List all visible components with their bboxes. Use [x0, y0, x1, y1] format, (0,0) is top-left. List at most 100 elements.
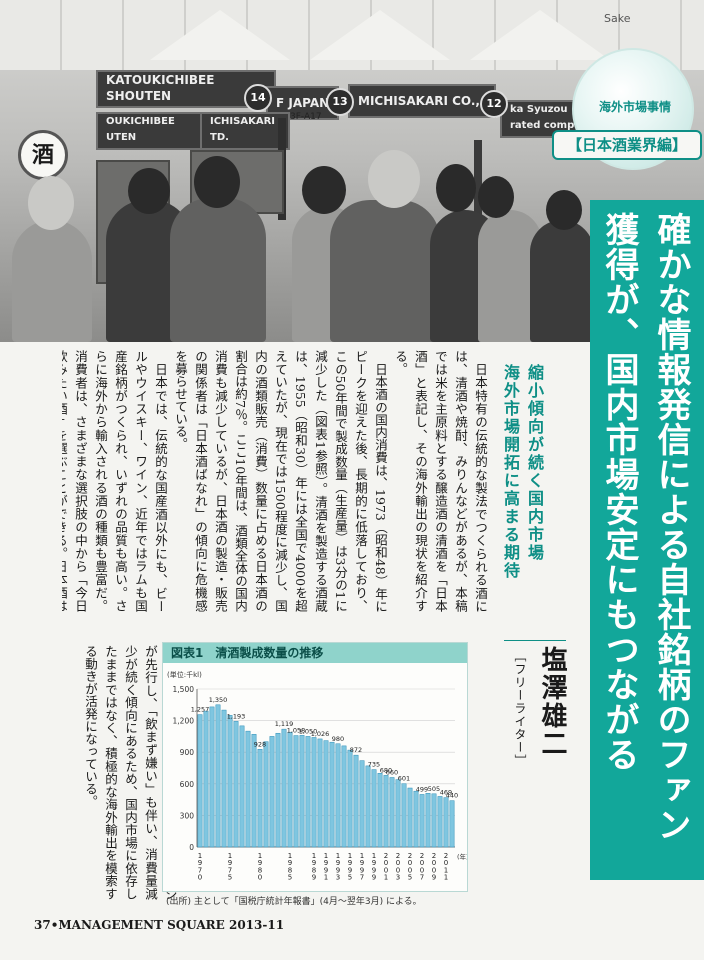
chart-title: 清酒製成数量の推移 — [215, 646, 324, 660]
booth-code: 3F-A17 — [290, 112, 322, 122]
bar — [221, 709, 227, 848]
y-tick-label: 1,500 — [173, 685, 195, 694]
bar — [413, 790, 419, 848]
bar — [449, 800, 455, 848]
bar — [263, 741, 269, 848]
bar — [299, 735, 305, 848]
y-axis-unit-label: (単位:千kl) — [167, 670, 202, 679]
body-paragraph: 日本特有の伝統的な製法でつくられる酒には、清酒や焼酎、みりんなどがあるが、本稿で… — [393, 350, 488, 612]
person-head — [128, 168, 170, 214]
chart-title-bar: 図表1 清酒製成数量の推移 — [163, 643, 467, 663]
x-axis-unit-label: (年) — [457, 852, 467, 861]
body-paragraph: 日本酒の国内消費は、1973（昭和48）年にピークを迎えた後、長期的に低落してお… — [173, 350, 388, 612]
bar — [347, 749, 353, 848]
figure-label: 図表1 — [171, 646, 204, 660]
bar — [443, 797, 449, 848]
data-label: 505 — [428, 785, 440, 793]
bar — [245, 730, 251, 848]
person — [530, 220, 594, 342]
person-head — [302, 166, 346, 214]
bar — [401, 783, 407, 848]
data-label: 980 — [332, 735, 344, 743]
author-role: ［フリーライター］ — [513, 650, 527, 767]
bar — [371, 769, 377, 848]
data-label: 499 — [416, 785, 428, 793]
bar — [323, 740, 329, 848]
data-label: 928 — [254, 740, 266, 748]
bar — [281, 728, 287, 848]
article-body: 日本特有の伝統的な製法でつくられる酒には、清酒や焼酎、みりんなどがあるが、本稿で… — [62, 350, 490, 612]
bar — [407, 787, 413, 848]
y-tick-label: 600 — [180, 780, 195, 789]
booth-number: 12 — [480, 90, 508, 118]
y-tick-label: 300 — [180, 811, 195, 820]
subhead-line-2: 海外市場開拓に高まる期待 — [501, 364, 520, 580]
bar — [317, 738, 323, 848]
bar — [419, 794, 425, 848]
chart-source-note: (出所) 主として「国税庁統計年報書」(4月～翌年3月) による。 — [166, 897, 422, 907]
bar — [365, 765, 371, 848]
bar — [341, 745, 347, 848]
person-head — [478, 176, 514, 218]
booth-sign-secondary: ICHISAKARI TD. — [200, 112, 290, 150]
y-tick-label: 900 — [180, 748, 195, 757]
bar — [425, 793, 431, 848]
data-label: 601 — [398, 775, 410, 783]
hanging-banner — [474, 140, 482, 222]
bar — [209, 706, 215, 848]
booth-number: 13 — [326, 88, 354, 116]
bar — [383, 775, 389, 848]
bar — [353, 754, 359, 848]
bar — [305, 736, 311, 848]
sake-emblem: 酒 — [18, 130, 68, 180]
bar — [269, 736, 275, 848]
bar — [233, 721, 239, 848]
data-label: 440 — [446, 792, 458, 800]
author-divider — [504, 640, 566, 641]
headline-line-1: 確かな情報発信による自社銘柄のファン — [651, 212, 691, 842]
person-head — [368, 150, 420, 208]
bar — [437, 796, 443, 848]
bar — [227, 715, 233, 848]
data-label: 872 — [350, 746, 362, 754]
bar-chart: (単位:千kl) 0 300 600 900 1,200 1,500 1,257 1,350 1,… — [167, 670, 467, 882]
bar — [329, 741, 335, 848]
data-label: 1,257 — [191, 706, 210, 714]
sake-word: Sake — [604, 12, 631, 25]
y-tick-label: 1,200 — [173, 717, 195, 726]
page-footer: 37•MANAGEMENT SQUARE 2013-11 — [34, 918, 285, 932]
person-head — [436, 164, 476, 212]
bar — [389, 777, 395, 848]
bar — [359, 760, 365, 848]
roof-peak — [470, 10, 610, 60]
body-paragraph: 日本では、伝統的な国産酒以外にも、ビールやウイスキー、ワイン、近年ではラムも国産… — [62, 350, 168, 612]
person-head — [546, 190, 582, 230]
roof-peak — [310, 10, 450, 60]
data-label: 735 — [368, 761, 380, 769]
bar — [251, 734, 257, 848]
bar — [215, 704, 221, 848]
data-label: 1,350 — [209, 696, 228, 704]
headline-band — [590, 200, 704, 880]
bar — [203, 710, 209, 848]
roof-peak — [150, 10, 290, 60]
data-label: 680 — [380, 766, 392, 774]
person-head — [194, 156, 240, 208]
bar — [275, 732, 281, 848]
data-label: 660 — [386, 768, 398, 776]
series-label: 【日本酒業界編】 — [552, 130, 702, 160]
data-label: 1,058 — [287, 727, 306, 735]
event-photo: KATOUKICHIBEE SHOUTEN F JAPAN MICHISAKAR… — [0, 0, 704, 342]
